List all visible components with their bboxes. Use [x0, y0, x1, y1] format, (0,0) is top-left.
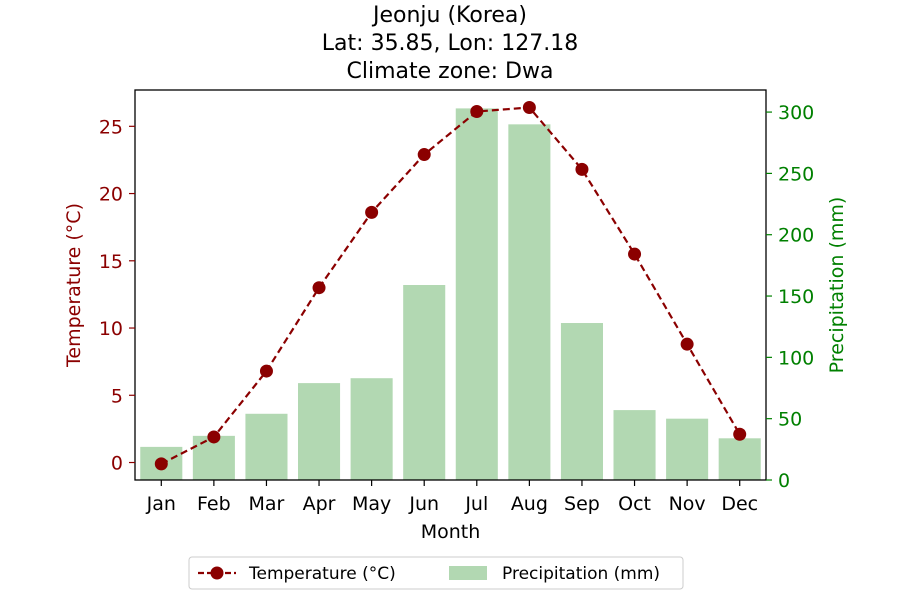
temperature-point-aug [522, 100, 536, 114]
x-tick-label-jul: Jul [464, 493, 488, 515]
precipitation-bar-mar [245, 413, 288, 480]
temperature-point-jun [417, 148, 431, 162]
x-tick-label-apr: Apr [303, 493, 336, 515]
x-tick-label-jun: Jun [408, 493, 439, 515]
temperature-point-apr [312, 281, 326, 295]
precipitation-bar-jul [455, 108, 498, 480]
legend-box [188, 556, 684, 590]
y-right-tick-label-50: 50 [778, 409, 802, 431]
y-right-tick-label-100: 100 [778, 347, 814, 369]
legend-temperature-marker [210, 566, 224, 580]
precipitation-bars [140, 108, 761, 480]
legend-precipitation-swatch [449, 566, 487, 580]
temperature-point-feb [207, 430, 221, 444]
temperature-point-may [365, 205, 379, 219]
y-left-tick-label-20: 20 [99, 184, 123, 206]
title-line-3: Climate zone: Dwa [347, 59, 554, 84]
title-line-2: Lat: 35.85, Lon: 127.18 [322, 31, 578, 56]
y-left-tick-label-25: 25 [99, 116, 123, 138]
x-tick-label-dec: Dec [721, 493, 758, 515]
precipitation-bar-apr [298, 383, 341, 480]
y-left-tick-label-15: 15 [99, 251, 123, 273]
legend-precipitation-label: Precipitation (mm) [502, 564, 660, 584]
x-tick-label-nov: Nov [669, 493, 706, 515]
y-axis-left: 0 5 10 15 20 25 [99, 116, 135, 475]
plot-frame [134, 89, 767, 481]
x-axis: Jan Feb Mar Apr May Jun Jul Aug Sep Oct Nov Dec [146, 480, 758, 515]
x-tick-label-may: May [352, 493, 391, 515]
x-tick-label-jan: Jan [146, 493, 176, 515]
y-left-tick-label-10: 10 [99, 318, 123, 340]
y-axis-left-label: Temperature (°C) [63, 203, 85, 368]
x-tick-label-oct: Oct [618, 493, 651, 515]
temperature-series [154, 100, 747, 471]
precipitation-bar-oct [613, 410, 656, 480]
temperature-point-nov [680, 337, 694, 351]
chart-title: Jeonju (Korea) Lat: 35.85, Lon: 127.18 Cli… [322, 3, 578, 84]
y-right-tick-label-300: 300 [778, 102, 814, 124]
y-axis-right-label: Precipitation (mm) [826, 197, 848, 374]
y-right-tick-label-250: 250 [778, 163, 814, 185]
temperature-point-mar [259, 364, 273, 378]
title-line-1: Jeonju (Korea) [371, 3, 527, 28]
temperature-point-dec [733, 427, 747, 441]
precipitation-bar-nov [666, 418, 709, 480]
legend-temperature-label: Temperature (°C) [248, 564, 396, 584]
precipitation-bar-aug [508, 124, 551, 480]
temperature-point-jan [154, 457, 168, 471]
x-axis-label: Month [421, 521, 481, 543]
precipitation-bar-jun [403, 285, 446, 480]
temperature-line [160, 106, 741, 465]
x-tick-label-feb: Feb [197, 493, 231, 515]
x-tick-label-aug: Aug [511, 493, 548, 515]
x-tick-label-sep: Sep [564, 493, 600, 515]
precipitation-bar-may [350, 378, 393, 480]
y-right-tick-label-0: 0 [778, 470, 790, 492]
y-left-tick-label-0: 0 [111, 453, 123, 475]
precipitation-bar-sep [560, 323, 603, 480]
temperature-point-sep [575, 162, 589, 176]
precipitation-bar-dec [718, 438, 761, 480]
y-right-tick-label-150: 150 [778, 286, 814, 308]
x-tick-label-mar: Mar [249, 493, 285, 515]
temperature-point-jul [470, 105, 484, 119]
legend: Temperature (°C) Precipitation (mm) [188, 556, 684, 590]
y-axis-right: 0 50 100 150 200 250 300 [766, 102, 814, 492]
y-left-tick-label-5: 5 [111, 385, 123, 407]
y-right-tick-label-200: 200 [778, 225, 814, 247]
temperature-point-oct [628, 247, 642, 261]
